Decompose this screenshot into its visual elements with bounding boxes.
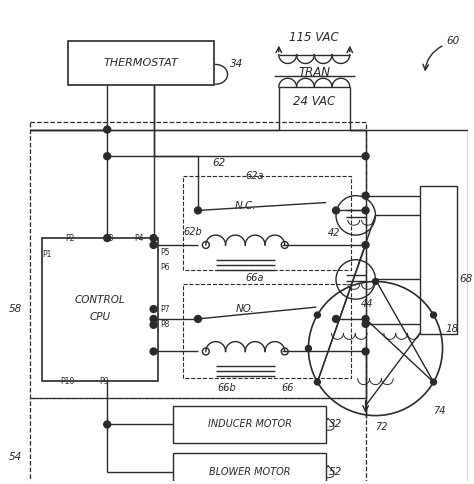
Text: 58: 58: [9, 304, 22, 314]
Circle shape: [104, 235, 110, 242]
Bar: [173, 406, 326, 443]
Text: 52: 52: [329, 467, 342, 477]
Text: P9: P9: [100, 377, 109, 386]
Text: 62b: 62b: [183, 227, 202, 237]
Circle shape: [362, 316, 369, 322]
Bar: [173, 453, 326, 484]
Circle shape: [150, 316, 157, 322]
Text: 54: 54: [9, 452, 22, 462]
Text: 24 VAC: 24 VAC: [293, 95, 336, 108]
Circle shape: [150, 235, 157, 242]
Circle shape: [333, 316, 339, 322]
Circle shape: [430, 379, 437, 385]
Bar: [30, 121, 365, 398]
Circle shape: [150, 242, 157, 248]
Text: INDUCER MOTOR: INDUCER MOTOR: [208, 420, 292, 429]
Text: 70: 70: [299, 423, 311, 432]
Circle shape: [362, 320, 369, 327]
Text: BLOWER MOTOR: BLOWER MOTOR: [209, 467, 291, 477]
Text: P5: P5: [161, 248, 170, 257]
Circle shape: [104, 421, 110, 428]
Circle shape: [373, 278, 378, 285]
Text: 34: 34: [229, 60, 243, 70]
Text: 66a: 66a: [245, 272, 264, 283]
Text: P6: P6: [161, 263, 170, 272]
Text: 32: 32: [329, 420, 342, 429]
Circle shape: [104, 153, 110, 160]
Circle shape: [150, 305, 157, 313]
Bar: [183, 285, 351, 378]
Bar: [68, 41, 214, 85]
Text: 18: 18: [446, 324, 459, 334]
Text: 66: 66: [282, 383, 294, 393]
Text: CPU: CPU: [90, 313, 111, 322]
Text: 42: 42: [328, 228, 341, 238]
Circle shape: [194, 207, 201, 214]
Text: 44: 44: [361, 299, 373, 309]
Circle shape: [314, 312, 320, 318]
Bar: [30, 398, 365, 484]
Circle shape: [104, 126, 110, 133]
Text: P7: P7: [161, 304, 170, 314]
Circle shape: [314, 379, 320, 385]
Bar: [420, 186, 457, 334]
Text: 66b: 66b: [218, 383, 237, 393]
Text: 62a: 62a: [245, 171, 264, 181]
Circle shape: [305, 346, 311, 351]
Text: N.C.: N.C.: [235, 200, 256, 211]
Circle shape: [194, 316, 201, 322]
Text: TRAN: TRAN: [298, 66, 330, 79]
Text: P1: P1: [42, 250, 52, 259]
Text: 74: 74: [433, 406, 445, 416]
Bar: [42, 238, 158, 381]
Text: CONTROL: CONTROL: [75, 295, 126, 305]
Circle shape: [333, 207, 339, 214]
Text: P10: P10: [60, 377, 74, 386]
Circle shape: [362, 242, 369, 248]
Text: THERMOSTAT: THERMOSTAT: [103, 58, 178, 68]
Circle shape: [362, 192, 369, 199]
Circle shape: [362, 207, 369, 214]
Circle shape: [430, 312, 437, 318]
Text: 72: 72: [375, 423, 388, 432]
Circle shape: [362, 348, 369, 355]
Text: P4: P4: [134, 234, 143, 242]
Circle shape: [362, 153, 369, 160]
Text: 68: 68: [459, 274, 473, 285]
Text: 62: 62: [213, 158, 226, 168]
Text: P2: P2: [65, 234, 74, 242]
Text: 60: 60: [447, 36, 460, 46]
Text: P3: P3: [104, 234, 114, 242]
Text: NO.: NO.: [236, 304, 255, 314]
Text: P8: P8: [161, 320, 170, 329]
Bar: [183, 176, 351, 270]
Text: 115 VAC: 115 VAC: [290, 31, 339, 45]
Circle shape: [150, 321, 157, 328]
Circle shape: [150, 348, 157, 355]
